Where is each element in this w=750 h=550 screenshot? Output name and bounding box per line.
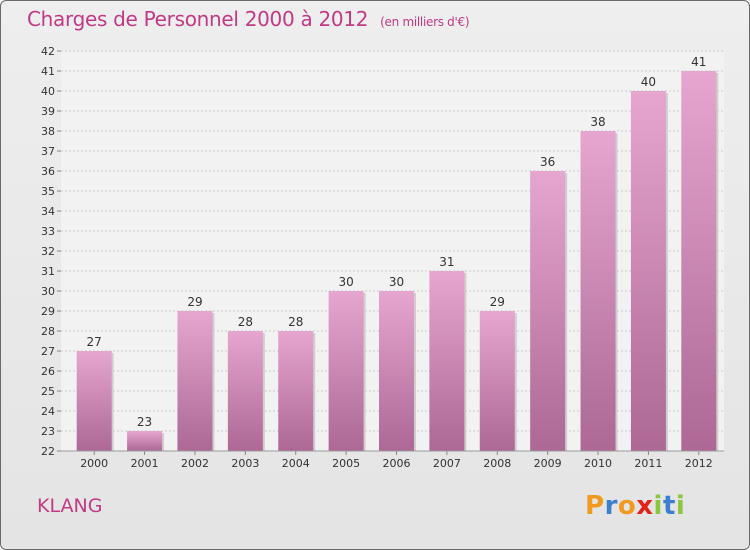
chart-subtitle: (en milliers d'€) [380,15,470,29]
y-tick-label: 39 [41,105,55,118]
y-tick-label: 23 [41,425,55,438]
bar-2003 [227,331,263,451]
x-tick-label: 2006 [383,457,411,470]
data-label: 30 [338,275,353,289]
y-tick-label: 24 [41,405,55,418]
data-label: 29 [187,295,202,309]
data-label: 23 [137,415,152,429]
bar-2007 [429,271,465,451]
logo-letter: x [636,491,654,521]
data-label: 41 [691,55,706,69]
logo-letter: r [604,491,618,521]
y-tick-label: 41 [41,65,55,78]
x-tick-label: 2009 [534,457,562,470]
bar-2002 [177,311,213,451]
logo-letter: i [653,491,663,521]
y-tick-label: 37 [41,145,55,158]
chart-title: Charges de Personnel 2000 à 2012 (en mill… [27,7,470,31]
logo-letter: t [662,491,676,521]
bar-2004 [278,331,314,451]
y-tick-label: 27 [41,345,55,358]
chart-title-text: Charges de Personnel 2000 à 2012 [27,7,369,31]
proxiti-logo: Proxiti [585,491,685,521]
bar-2009 [530,171,566,451]
data-label: 36 [540,155,555,169]
data-label: 29 [490,295,505,309]
y-tick-label: 29 [41,305,55,318]
x-tick-label: 2002 [181,457,209,470]
y-tick-label: 34 [41,205,55,218]
y-tick-label: 31 [41,265,55,278]
x-axis-labels: 2000 2001 2002 2003 2004 2005 2006 2007 2008 2009… [80,451,713,470]
bar-2006 [379,291,414,451]
bars: 27 23 29 28 28 30 30 31 29 36 38 40 41 [76,55,719,451]
x-tick-label: 2004 [282,457,310,470]
y-tick-label: 38 [41,125,55,138]
x-tick-label: 2012 [685,457,713,470]
y-tick-label: 36 [41,165,55,178]
x-tick-label: 2008 [483,457,511,470]
y-tick-label: 32 [41,245,55,258]
logo-letter: i [675,491,686,521]
data-label: 28 [238,315,253,329]
bar-2005 [328,291,364,451]
x-tick-label: 2007 [433,457,461,470]
data-label: 27 [87,335,102,349]
x-tick-label: 2003 [231,457,259,470]
y-tick-label: 35 [41,185,55,198]
logo-letter: o [617,491,637,521]
bar-2010 [580,131,616,451]
bar-2012 [681,71,717,451]
y-tick-label: 25 [41,385,55,398]
y-tick-label: 40 [41,85,55,98]
data-label: 30 [389,275,404,289]
data-label: 31 [439,255,454,269]
x-tick-label: 2011 [634,457,662,470]
bar-2011 [630,91,666,451]
data-label: 28 [288,315,303,329]
data-label: 40 [641,75,656,89]
y-tick-label: 30 [41,285,55,298]
x-tick-label: 2010 [584,457,612,470]
y-tick-label: 28 [41,325,55,338]
y-tick-label: 33 [41,225,55,238]
y-tick-label: 22 [41,445,55,458]
commune-name: KLANG [37,495,103,517]
data-label: 38 [590,115,605,129]
y-tick-label: 26 [41,365,55,378]
x-tick-label: 2005 [332,457,360,470]
bar-2008 [479,311,515,451]
logo-letter: P [585,491,605,521]
y-tick-label: 42 [41,45,55,58]
bar-2000 [76,351,112,451]
bar-2001 [127,431,163,451]
x-tick-label: 2001 [131,457,159,470]
y-axis-labels: 22 23 24 25 26 27 28 29 30 31 32 33 34 35 36 37 38 39 40 41… [41,45,61,458]
x-tick-label: 2000 [80,457,108,470]
